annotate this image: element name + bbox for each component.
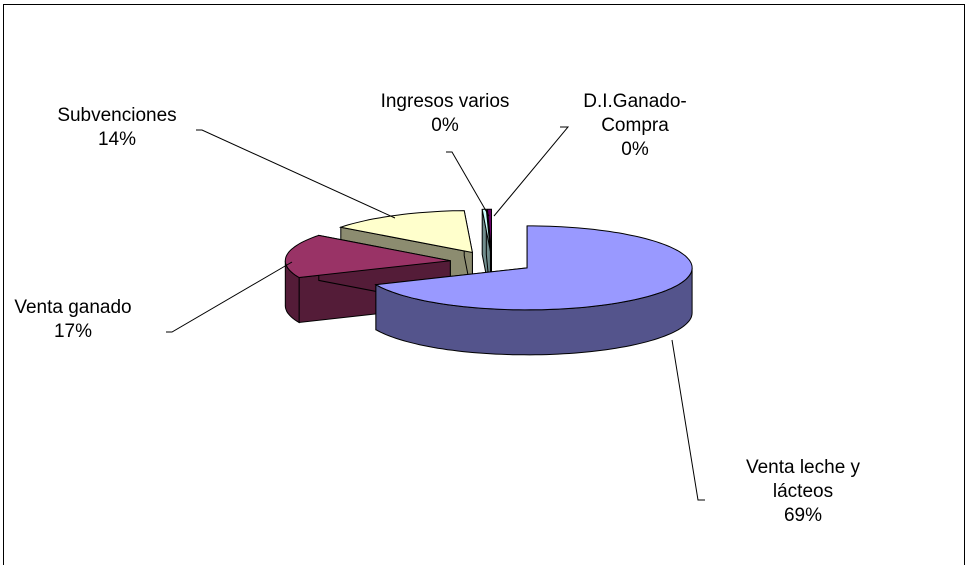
slice-name: Venta ganado (14, 297, 132, 318)
slice (338, 210, 474, 254)
slice-label: D.I.Ganado-Compra 0% (560, 90, 710, 162)
slice-value: 17% (53, 321, 93, 342)
slice-name: D.I.Ganado-Compra (583, 91, 687, 136)
slice-label: Venta ganado 17% (0, 296, 158, 344)
leader-line (166, 261, 293, 333)
slice-name: Venta leche y lácteos (745, 457, 861, 502)
slice-label: Ingresos varios 0% (345, 90, 545, 138)
slice-label: Venta leche y lácteos 69% (728, 456, 878, 528)
chart-border (3, 4, 965, 565)
leader-line (446, 151, 490, 217)
slice (374, 225, 693, 311)
leader-line (493, 126, 570, 217)
slice (486, 208, 492, 252)
slice-value: 0% (621, 139, 649, 160)
slice-name: Ingresos varios (380, 91, 510, 112)
leader-line (671, 339, 705, 501)
slice (481, 208, 491, 252)
slice-value: 0% (431, 115, 459, 136)
slice-label: Subvenciones 14% (32, 104, 202, 152)
slice (284, 234, 451, 279)
slice-value: 14% (97, 129, 137, 150)
leader-line (196, 129, 396, 219)
slice-name: Subvenciones (57, 105, 177, 126)
slice-value: 69% (783, 505, 823, 526)
